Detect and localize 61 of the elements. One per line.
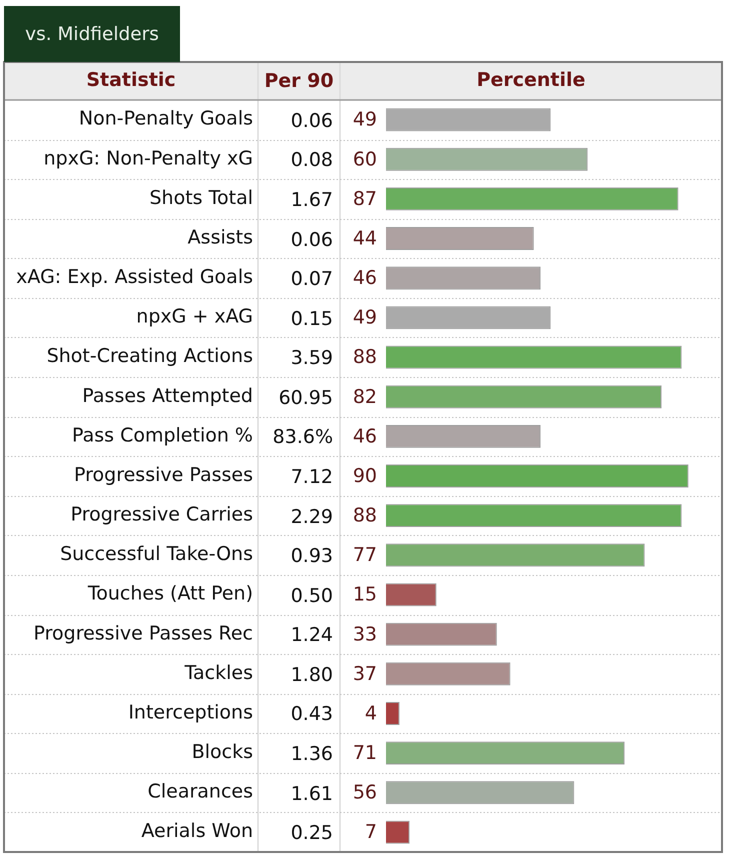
data-label: 88 [352, 504, 377, 527]
data-label: 1.24 [290, 623, 333, 648]
y-tick-label: Progressive Passes [74, 464, 253, 486]
data-label: 0.43 [290, 702, 333, 728]
text: Per 90 [263, 69, 335, 94]
y-tick-label: Tackles [184, 662, 253, 684]
data-label: 3.59 [290, 346, 333, 372]
data-label: 1.61 [290, 782, 333, 807]
y-tick-label: Aerials Won [141, 820, 253, 842]
data-label: 88 [352, 346, 377, 368]
y-tick-label: Assists [188, 226, 253, 248]
data-label: 4 [364, 702, 377, 724]
y-tick-label: npxG: Non-Penalty xG [44, 147, 253, 170]
data-label: 77 [352, 544, 377, 566]
data-label: 60 [352, 148, 377, 170]
data-label: 1.80 [290, 662, 333, 688]
data-label: 60.95 [278, 386, 333, 411]
data-label: 15 [352, 584, 377, 606]
data-label: 90 [352, 464, 377, 487]
y-tick-label: Shot-Creating Actions [46, 345, 253, 368]
data-label: 46 [352, 425, 377, 448]
y-tick-label: Blocks [192, 740, 253, 763]
y-tick-label: Progressive Carries [70, 504, 253, 526]
data-label: 0.08 [290, 148, 333, 174]
data-label: 0.07 [290, 267, 333, 292]
y-tick-label: npxG + xAG [136, 306, 253, 328]
y-tick-label: Clearances [148, 780, 253, 803]
data-label: 0.15 [290, 306, 333, 332]
y-tick-label: Touches (Att Pen) [86, 582, 253, 605]
y-tick-label: Successful Take-Ons [60, 543, 253, 566]
y-tick-label: Pass Completion % [72, 424, 253, 446]
data-label: 56 [352, 782, 377, 804]
data-label: 0.06 [290, 228, 333, 253]
text: vs. Midfielders [4, 6, 180, 62]
data-label: 87 [352, 188, 377, 210]
y-axis-title: Statistic [86, 68, 176, 91]
data-label: 49 [352, 108, 377, 131]
data-label: 2.29 [290, 504, 333, 530]
data-label: 1.67 [290, 188, 333, 213]
data-label: 71 [352, 742, 377, 764]
data-label: 0.93 [290, 544, 333, 570]
data-label: 37 [352, 662, 377, 685]
y-tick-label: Shots Total [150, 186, 253, 209]
y-tick-label: Interceptions [128, 701, 253, 724]
data-label: 7.12 [290, 464, 333, 490]
y-tick-label: Progressive Passes Rec [34, 622, 253, 644]
data-label: 0.25 [290, 821, 333, 846]
data-label: 46 [352, 267, 377, 290]
data-label: 33 [352, 623, 377, 646]
data-label: 0.06 [290, 108, 333, 134]
data-label: 49 [352, 306, 377, 329]
data-label: 1.36 [290, 742, 333, 768]
data-label: 83.6% [272, 425, 333, 450]
y-tick-label: Passes Attempted [82, 384, 253, 407]
data-label: 0.50 [290, 584, 333, 609]
data-label: 44 [352, 227, 377, 250]
data-label: 7 [364, 821, 377, 844]
y-tick-label: Non-Penalty Goals [78, 108, 253, 130]
data-label: 82 [352, 386, 377, 408]
x-axis-title: Percentile [476, 68, 586, 91]
y-tick-label: xAG: Exp. Assisted Goals [16, 266, 253, 288]
